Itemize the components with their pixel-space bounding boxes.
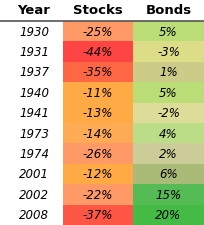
Text: 20%: 20%: [155, 208, 182, 221]
Text: 1931: 1931: [19, 46, 49, 59]
Text: 1974: 1974: [19, 147, 49, 160]
Text: -37%: -37%: [83, 208, 113, 221]
Text: Stocks: Stocks: [73, 4, 123, 17]
Bar: [63, 124, 133, 144]
Text: 5%: 5%: [159, 26, 178, 38]
Text: -12%: -12%: [83, 168, 113, 181]
Bar: [63, 184, 133, 205]
Bar: [133, 103, 204, 124]
Text: 1930: 1930: [19, 26, 49, 38]
Text: 5%: 5%: [159, 87, 178, 99]
Text: -14%: -14%: [83, 127, 113, 140]
Bar: [63, 164, 133, 184]
Bar: [63, 103, 133, 124]
Text: 2008: 2008: [19, 208, 49, 221]
Bar: [133, 63, 204, 83]
Text: -22%: -22%: [83, 188, 113, 201]
Text: Year: Year: [18, 4, 50, 17]
Text: -25%: -25%: [83, 26, 113, 38]
Bar: [63, 144, 133, 164]
Text: -35%: -35%: [83, 66, 113, 79]
Text: -13%: -13%: [83, 107, 113, 120]
Text: 6%: 6%: [159, 168, 178, 181]
Text: -26%: -26%: [83, 147, 113, 160]
Text: -3%: -3%: [157, 46, 180, 59]
Text: 2002: 2002: [19, 188, 49, 201]
Text: -11%: -11%: [83, 87, 113, 99]
Bar: [133, 205, 204, 225]
Text: 1973: 1973: [19, 127, 49, 140]
Bar: [63, 205, 133, 225]
Text: -44%: -44%: [83, 46, 113, 59]
Text: 2%: 2%: [159, 147, 178, 160]
Text: -2%: -2%: [157, 107, 180, 120]
Bar: [133, 42, 204, 63]
Bar: [133, 144, 204, 164]
Text: Bonds: Bonds: [145, 4, 192, 17]
Text: 1%: 1%: [159, 66, 178, 79]
Bar: [133, 124, 204, 144]
Bar: [63, 42, 133, 63]
Bar: [133, 22, 204, 42]
Text: 2001: 2001: [19, 168, 49, 181]
Text: 1940: 1940: [19, 87, 49, 99]
Text: 15%: 15%: [155, 188, 182, 201]
Text: 1941: 1941: [19, 107, 49, 120]
Bar: [63, 22, 133, 42]
Bar: [133, 184, 204, 205]
Bar: [63, 63, 133, 83]
Text: 1937: 1937: [19, 66, 49, 79]
Bar: [133, 83, 204, 103]
Bar: [133, 164, 204, 184]
Text: 4%: 4%: [159, 127, 178, 140]
Bar: [63, 83, 133, 103]
